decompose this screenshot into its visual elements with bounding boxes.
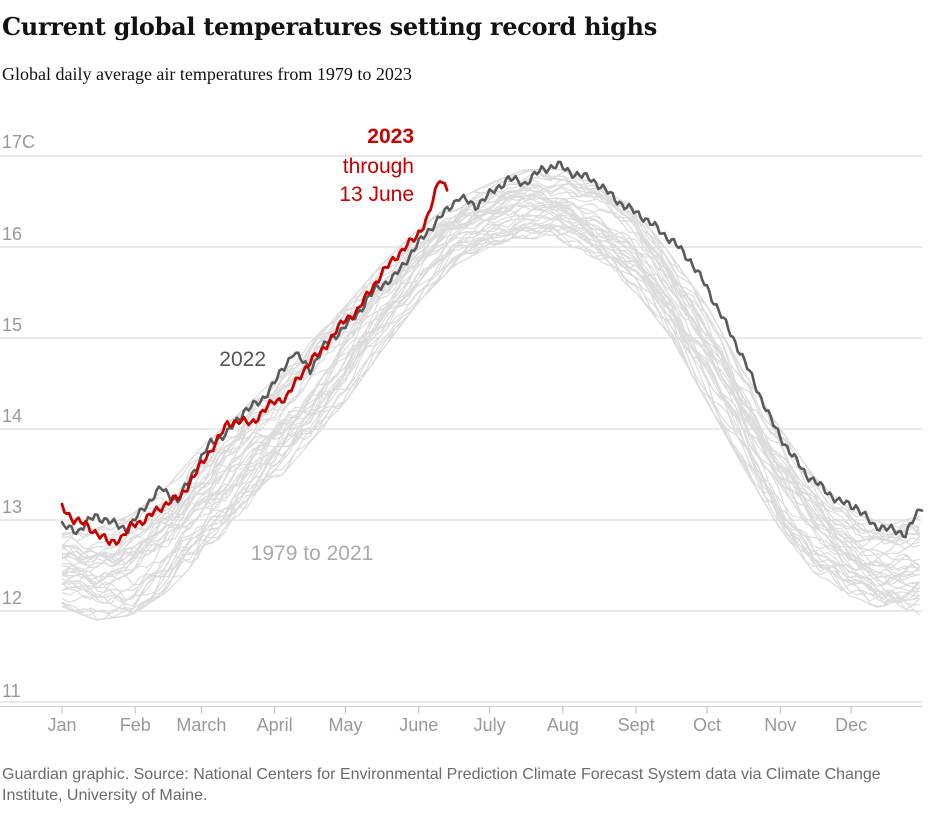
historical-lines-1979-2021	[61, 169, 921, 621]
historical-year-line	[61, 229, 920, 609]
series-line-2023	[60, 179, 449, 546]
x-tick-label: March	[176, 715, 226, 735]
x-tick-label: July	[474, 715, 506, 735]
chart-title: Current global temperatures setting reco…	[2, 12, 657, 41]
historical-year-line	[61, 211, 921, 601]
x-tick-label: Feb	[120, 715, 151, 735]
y-tick-label: 14	[2, 406, 22, 426]
x-tick-label: Oct	[693, 715, 721, 735]
historical-year-line	[61, 224, 921, 607]
historical-year-line	[61, 190, 921, 580]
x-tick-label: Sept	[618, 715, 655, 735]
x-tick-label: June	[399, 715, 438, 735]
historical-year-line	[61, 224, 920, 621]
historical-year-line	[61, 223, 920, 605]
label-2022: 2022	[219, 348, 266, 371]
historical-year-line	[61, 218, 920, 621]
highlight-series	[60, 160, 924, 546]
historical-year-line	[61, 183, 920, 568]
temperature-line-chart: 17C 16 15 14 13 12 11 Jan Feb March April May June Ju…	[0, 125, 924, 735]
label-2023-detail: through	[343, 155, 414, 178]
historical-year-line	[61, 223, 921, 610]
historical-year-line	[61, 179, 920, 542]
y-tick-label: 13	[2, 497, 22, 517]
band-label: 1979 to 2021	[251, 542, 374, 565]
historical-year-line	[61, 204, 920, 609]
x-tick-label: May	[329, 715, 363, 735]
source-note: Guardian graphic. Source: National Cente…	[2, 766, 881, 804]
x-tick-label: April	[257, 715, 293, 735]
x-tick-label: Aug	[547, 715, 579, 735]
x-tick-label: Dec	[835, 715, 867, 735]
x-tick-label: Nov	[764, 715, 796, 735]
label-2023: 2023	[367, 125, 414, 148]
label-2023-detail: 13 June	[339, 183, 414, 206]
y-tick-label: 12	[2, 588, 22, 608]
historical-year-line	[61, 195, 920, 587]
historical-year-line	[61, 196, 920, 567]
historical-year-line	[61, 193, 920, 561]
historical-year-line	[61, 201, 920, 604]
y-tick-label: 16	[2, 224, 22, 244]
historical-year-line	[61, 178, 920, 545]
y-tick-label: 15	[2, 315, 22, 335]
annotations: 1979 to 2021 2022 2023 through 13 June	[219, 125, 414, 565]
series-line-2022	[60, 160, 924, 539]
historical-year-line	[61, 226, 921, 603]
y-tick-label: 11	[2, 681, 21, 701]
historical-year-line	[61, 185, 920, 550]
axis-labels: 17C 16 15 14 13 12 11 Jan Feb March April May June Ju…	[2, 132, 867, 735]
chart-subtitle: Global daily average air temperatures fr…	[2, 64, 412, 84]
historical-year-line	[61, 169, 921, 547]
historical-year-line	[61, 194, 920, 571]
historical-year-line	[61, 171, 920, 542]
x-tick-label: Jan	[47, 715, 76, 735]
historical-year-line	[61, 223, 920, 621]
historical-year-line	[61, 217, 921, 621]
y-tick-label: 17C	[2, 132, 35, 152]
